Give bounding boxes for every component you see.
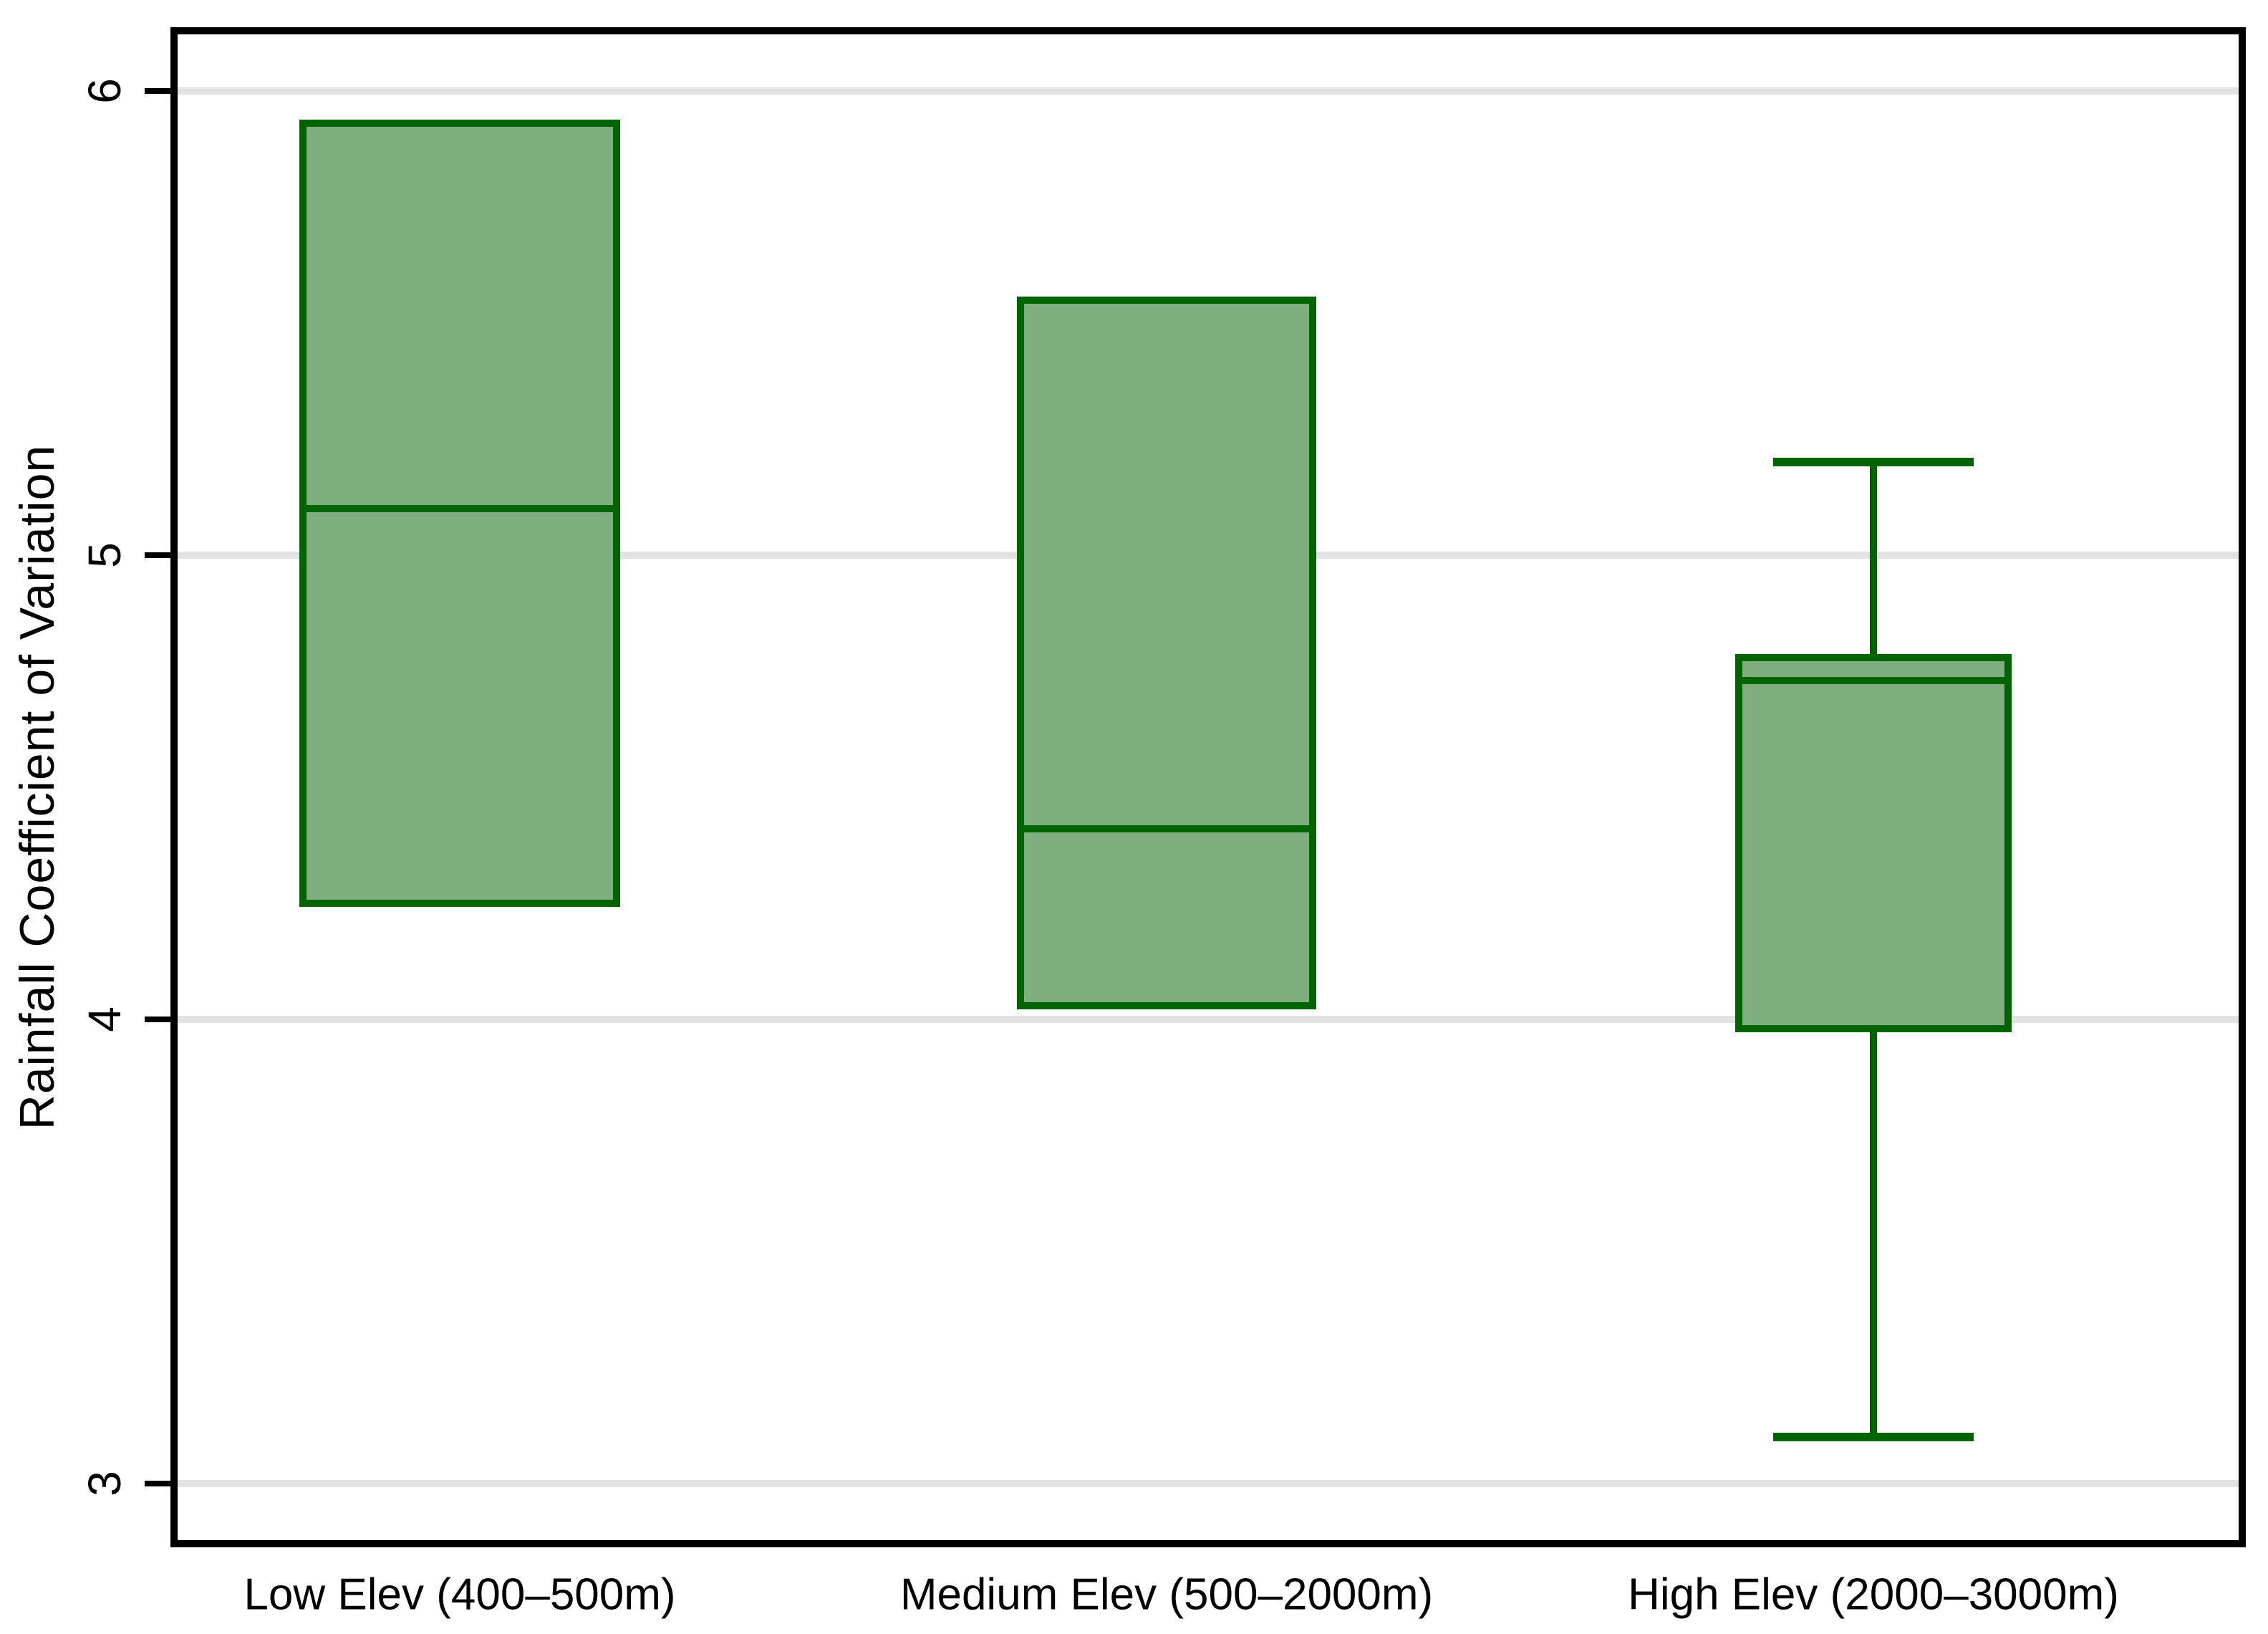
box-low-elev-median <box>299 505 620 513</box>
box-high-elev-lower-cap <box>1773 1433 1974 1442</box>
y-axis-title-text: Rainfall Coefficient of Variation <box>10 444 64 1130</box>
y-tick-label-text: 6 <box>79 78 130 104</box>
box-high-elev-upper-whisker <box>1870 462 1877 658</box>
y-gridline-6 <box>178 87 2239 95</box>
plot-area <box>170 27 2246 1547</box>
y-gridline-4 <box>178 1016 2239 1023</box>
box-high-elev-upper-cap <box>1773 458 1974 467</box>
y-tick-label-text: 5 <box>79 542 130 568</box>
x-category-label-text: High Elev (2000–3000m) <box>1628 1570 2119 1620</box>
box-medium-elev <box>1017 296 1316 1009</box>
box-high-elev-median <box>1735 676 2012 684</box>
x-category-label-text: Low Elev (400–500m) <box>243 1570 676 1620</box>
y-tick-4 <box>145 1017 170 1022</box>
box-medium-elev-median <box>1017 825 1316 833</box>
y-tick-3 <box>145 1481 170 1486</box>
y-tick-label-text: 4 <box>79 1006 130 1032</box>
box-high-elev-lower-whisker <box>1870 1028 1877 1438</box>
y-gridline-3 <box>178 1480 2239 1487</box>
y-tick-6 <box>145 88 170 94</box>
y-tick-5 <box>145 552 170 558</box>
x-category-label-text: Medium Elev (500–2000m) <box>899 1570 1434 1620</box>
box-low-elev <box>299 120 620 907</box>
y-tick-label-text: 3 <box>79 1471 130 1496</box>
box-high-elev <box>1735 653 2012 1032</box>
